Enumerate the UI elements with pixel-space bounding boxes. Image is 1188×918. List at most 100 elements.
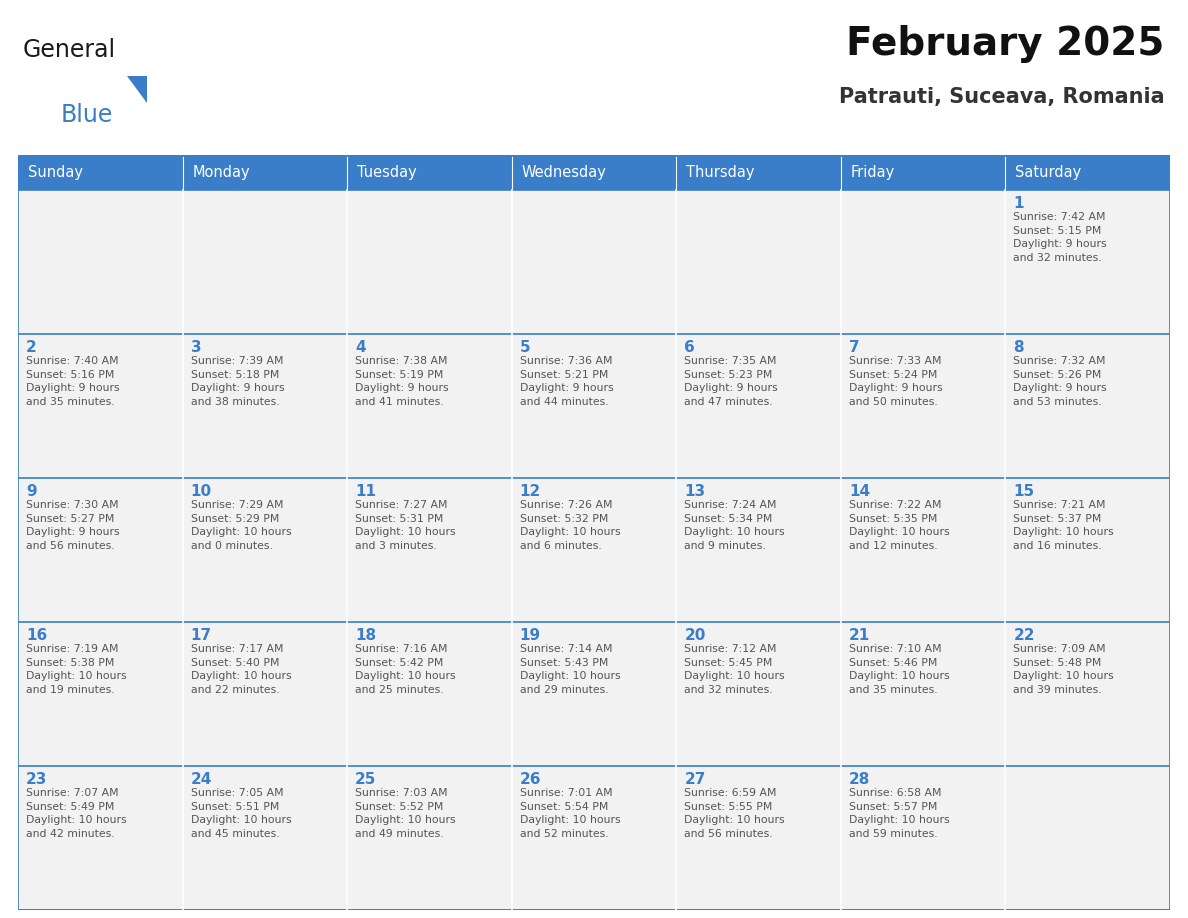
- Text: 25: 25: [355, 772, 377, 787]
- Text: 5: 5: [519, 340, 530, 355]
- Text: 17: 17: [190, 628, 211, 643]
- Text: 26: 26: [519, 772, 542, 787]
- Text: Sunrise: 7:16 AM
Sunset: 5:42 PM
Daylight: 10 hours
and 25 minutes.: Sunrise: 7:16 AM Sunset: 5:42 PM Dayligh…: [355, 644, 456, 695]
- Bar: [347, 766, 512, 910]
- Bar: [18, 766, 183, 910]
- Bar: [18, 155, 183, 190]
- Text: 4: 4: [355, 340, 366, 355]
- Bar: [512, 622, 676, 766]
- Text: Sunrise: 7:39 AM
Sunset: 5:18 PM
Daylight: 9 hours
and 38 minutes.: Sunrise: 7:39 AM Sunset: 5:18 PM Dayligh…: [190, 356, 284, 407]
- Bar: [841, 478, 1005, 622]
- Text: 11: 11: [355, 484, 377, 499]
- Bar: [18, 190, 183, 334]
- Text: Sunrise: 7:14 AM
Sunset: 5:43 PM
Daylight: 10 hours
and 29 minutes.: Sunrise: 7:14 AM Sunset: 5:43 PM Dayligh…: [519, 644, 620, 695]
- Bar: [841, 766, 1005, 910]
- Text: Sunrise: 7:07 AM
Sunset: 5:49 PM
Daylight: 10 hours
and 42 minutes.: Sunrise: 7:07 AM Sunset: 5:49 PM Dayligh…: [26, 788, 127, 839]
- Text: Sunrise: 7:10 AM
Sunset: 5:46 PM
Daylight: 10 hours
and 35 minutes.: Sunrise: 7:10 AM Sunset: 5:46 PM Dayligh…: [849, 644, 949, 695]
- Bar: [183, 334, 347, 478]
- Bar: [512, 155, 676, 190]
- Bar: [1005, 622, 1170, 766]
- Text: Sunrise: 7:12 AM
Sunset: 5:45 PM
Daylight: 10 hours
and 32 minutes.: Sunrise: 7:12 AM Sunset: 5:45 PM Dayligh…: [684, 644, 785, 695]
- Text: 20: 20: [684, 628, 706, 643]
- Bar: [1005, 190, 1170, 334]
- Text: Sunrise: 7:24 AM
Sunset: 5:34 PM
Daylight: 10 hours
and 9 minutes.: Sunrise: 7:24 AM Sunset: 5:34 PM Dayligh…: [684, 500, 785, 551]
- Text: 3: 3: [190, 340, 201, 355]
- Text: Sunrise: 7:42 AM
Sunset: 5:15 PM
Daylight: 9 hours
and 32 minutes.: Sunrise: 7:42 AM Sunset: 5:15 PM Dayligh…: [1013, 212, 1107, 263]
- Bar: [183, 622, 347, 766]
- Text: Wednesday: Wednesday: [522, 165, 607, 180]
- Text: Friday: Friday: [851, 165, 895, 180]
- Text: Sunrise: 7:35 AM
Sunset: 5:23 PM
Daylight: 9 hours
and 47 minutes.: Sunrise: 7:35 AM Sunset: 5:23 PM Dayligh…: [684, 356, 778, 407]
- Text: Tuesday: Tuesday: [358, 165, 417, 180]
- Text: General: General: [23, 38, 116, 62]
- Bar: [1005, 478, 1170, 622]
- Text: Sunrise: 7:33 AM
Sunset: 5:24 PM
Daylight: 9 hours
and 50 minutes.: Sunrise: 7:33 AM Sunset: 5:24 PM Dayligh…: [849, 356, 942, 407]
- Bar: [183, 766, 347, 910]
- Bar: [1005, 334, 1170, 478]
- Text: February 2025: February 2025: [846, 25, 1164, 62]
- Bar: [676, 334, 841, 478]
- Bar: [1005, 155, 1170, 190]
- Bar: [676, 766, 841, 910]
- Text: 8: 8: [1013, 340, 1024, 355]
- Text: Sunrise: 7:32 AM
Sunset: 5:26 PM
Daylight: 9 hours
and 53 minutes.: Sunrise: 7:32 AM Sunset: 5:26 PM Dayligh…: [1013, 356, 1107, 407]
- Text: Sunrise: 7:27 AM
Sunset: 5:31 PM
Daylight: 10 hours
and 3 minutes.: Sunrise: 7:27 AM Sunset: 5:31 PM Dayligh…: [355, 500, 456, 551]
- Bar: [841, 334, 1005, 478]
- Text: 28: 28: [849, 772, 871, 787]
- Polygon shape: [127, 75, 147, 103]
- Text: 1: 1: [1013, 196, 1024, 211]
- Text: Thursday: Thursday: [687, 165, 754, 180]
- Text: 13: 13: [684, 484, 706, 499]
- Text: Sunday: Sunday: [29, 165, 83, 180]
- Text: 24: 24: [190, 772, 211, 787]
- Bar: [512, 478, 676, 622]
- Text: 23: 23: [26, 772, 48, 787]
- Bar: [841, 155, 1005, 190]
- Bar: [676, 155, 841, 190]
- Bar: [18, 478, 183, 622]
- Bar: [183, 478, 347, 622]
- Text: 18: 18: [355, 628, 377, 643]
- Bar: [347, 622, 512, 766]
- Text: 22: 22: [1013, 628, 1035, 643]
- Text: 10: 10: [190, 484, 211, 499]
- Bar: [676, 478, 841, 622]
- Bar: [676, 622, 841, 766]
- Text: 14: 14: [849, 484, 870, 499]
- Bar: [347, 334, 512, 478]
- Text: 21: 21: [849, 628, 870, 643]
- Text: Sunrise: 6:59 AM
Sunset: 5:55 PM
Daylight: 10 hours
and 56 minutes.: Sunrise: 6:59 AM Sunset: 5:55 PM Dayligh…: [684, 788, 785, 839]
- Bar: [347, 190, 512, 334]
- Bar: [1005, 766, 1170, 910]
- Text: Saturday: Saturday: [1016, 165, 1082, 180]
- Text: 15: 15: [1013, 484, 1035, 499]
- Text: Sunrise: 7:29 AM
Sunset: 5:29 PM
Daylight: 10 hours
and 0 minutes.: Sunrise: 7:29 AM Sunset: 5:29 PM Dayligh…: [190, 500, 291, 551]
- Text: 19: 19: [519, 628, 541, 643]
- Bar: [347, 478, 512, 622]
- Text: Sunrise: 7:03 AM
Sunset: 5:52 PM
Daylight: 10 hours
and 49 minutes.: Sunrise: 7:03 AM Sunset: 5:52 PM Dayligh…: [355, 788, 456, 839]
- Text: Sunrise: 7:38 AM
Sunset: 5:19 PM
Daylight: 9 hours
and 41 minutes.: Sunrise: 7:38 AM Sunset: 5:19 PM Dayligh…: [355, 356, 449, 407]
- Text: Sunrise: 7:30 AM
Sunset: 5:27 PM
Daylight: 9 hours
and 56 minutes.: Sunrise: 7:30 AM Sunset: 5:27 PM Dayligh…: [26, 500, 120, 551]
- Text: 7: 7: [849, 340, 859, 355]
- Text: Sunrise: 7:17 AM
Sunset: 5:40 PM
Daylight: 10 hours
and 22 minutes.: Sunrise: 7:17 AM Sunset: 5:40 PM Dayligh…: [190, 644, 291, 695]
- Bar: [512, 766, 676, 910]
- Text: Sunrise: 6:58 AM
Sunset: 5:57 PM
Daylight: 10 hours
and 59 minutes.: Sunrise: 6:58 AM Sunset: 5:57 PM Dayligh…: [849, 788, 949, 839]
- Text: Sunrise: 7:26 AM
Sunset: 5:32 PM
Daylight: 10 hours
and 6 minutes.: Sunrise: 7:26 AM Sunset: 5:32 PM Dayligh…: [519, 500, 620, 551]
- Bar: [183, 155, 347, 190]
- Text: Sunrise: 7:05 AM
Sunset: 5:51 PM
Daylight: 10 hours
and 45 minutes.: Sunrise: 7:05 AM Sunset: 5:51 PM Dayligh…: [190, 788, 291, 839]
- Bar: [18, 334, 183, 478]
- Text: Patrauti, Suceava, Romania: Patrauti, Suceava, Romania: [839, 86, 1164, 106]
- Text: Sunrise: 7:22 AM
Sunset: 5:35 PM
Daylight: 10 hours
and 12 minutes.: Sunrise: 7:22 AM Sunset: 5:35 PM Dayligh…: [849, 500, 949, 551]
- Text: Blue: Blue: [61, 103, 113, 127]
- Text: Sunrise: 7:21 AM
Sunset: 5:37 PM
Daylight: 10 hours
and 16 minutes.: Sunrise: 7:21 AM Sunset: 5:37 PM Dayligh…: [1013, 500, 1114, 551]
- Bar: [841, 190, 1005, 334]
- Text: Monday: Monday: [192, 165, 251, 180]
- Text: 16: 16: [26, 628, 48, 643]
- Text: Sunrise: 7:01 AM
Sunset: 5:54 PM
Daylight: 10 hours
and 52 minutes.: Sunrise: 7:01 AM Sunset: 5:54 PM Dayligh…: [519, 788, 620, 839]
- Text: 12: 12: [519, 484, 541, 499]
- Text: Sunrise: 7:36 AM
Sunset: 5:21 PM
Daylight: 9 hours
and 44 minutes.: Sunrise: 7:36 AM Sunset: 5:21 PM Dayligh…: [519, 356, 613, 407]
- Text: 6: 6: [684, 340, 695, 355]
- Text: 2: 2: [26, 340, 37, 355]
- Text: 27: 27: [684, 772, 706, 787]
- Text: Sunrise: 7:09 AM
Sunset: 5:48 PM
Daylight: 10 hours
and 39 minutes.: Sunrise: 7:09 AM Sunset: 5:48 PM Dayligh…: [1013, 644, 1114, 695]
